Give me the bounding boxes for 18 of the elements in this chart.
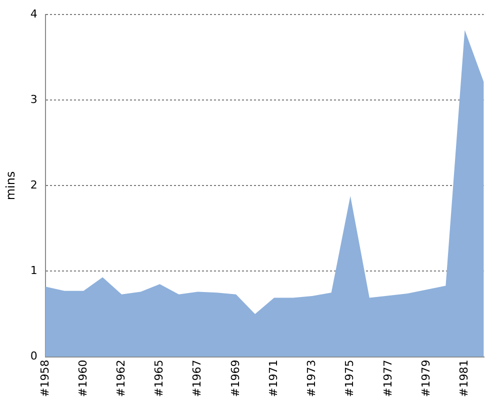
- x-tick-label: #1973: [305, 360, 318, 398]
- x-tick-label: #1981: [458, 360, 471, 398]
- x-tick-label: #1971: [266, 360, 280, 398]
- y-tick-label: 4: [30, 7, 38, 20]
- x-tick-label: #1962: [114, 360, 128, 398]
- y-tick-label: 1: [30, 264, 38, 278]
- x-tick-label: #1977: [381, 360, 394, 398]
- x-tick-label: #1969: [228, 360, 242, 398]
- x-tick-label: #1965: [152, 360, 166, 398]
- y-tick-label: 2: [30, 178, 38, 192]
- x-tick-label: #1958: [38, 360, 52, 398]
- y-tick-label: 3: [30, 93, 38, 106]
- x-tick-label: #1975: [343, 360, 356, 398]
- y-tick-label: 0: [30, 350, 38, 363]
- x-tick-label: #1967: [190, 360, 204, 398]
- x-tick-label: #1960: [76, 360, 90, 398]
- x-tick-label: #1979: [419, 360, 432, 398]
- y-axis-title: mins: [3, 171, 18, 200]
